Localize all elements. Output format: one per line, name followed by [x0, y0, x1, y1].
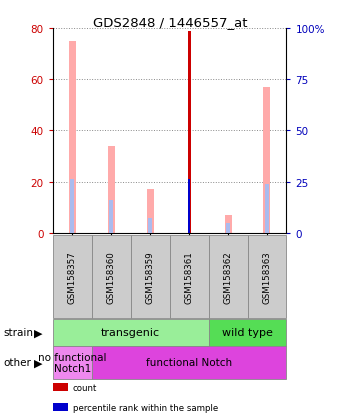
- Bar: [188, 31, 191, 233]
- Text: count: count: [73, 383, 97, 392]
- Bar: [170, 235, 209, 318]
- Text: GSM158362: GSM158362: [224, 250, 233, 303]
- Bar: [70, 180, 74, 233]
- Bar: [92, 347, 286, 379]
- Bar: [108, 147, 115, 233]
- Text: ▶: ▶: [34, 328, 43, 338]
- Text: GSM158361: GSM158361: [184, 250, 194, 303]
- Bar: [53, 320, 209, 346]
- Bar: [131, 235, 170, 318]
- Bar: [53, 235, 92, 318]
- Text: no functional
Notch1: no functional Notch1: [38, 352, 107, 373]
- Bar: [69, 42, 76, 233]
- Text: functional Notch: functional Notch: [146, 358, 232, 368]
- Text: transgenic: transgenic: [101, 328, 160, 338]
- Bar: [209, 235, 248, 318]
- Bar: [265, 185, 269, 233]
- Bar: [92, 235, 131, 318]
- Bar: [147, 190, 154, 233]
- Text: GSM158359: GSM158359: [146, 250, 155, 303]
- Text: strain: strain: [3, 328, 33, 338]
- Bar: [264, 88, 270, 233]
- Bar: [224, 216, 232, 233]
- Bar: [53, 347, 92, 379]
- Text: ▶: ▶: [34, 358, 43, 368]
- Bar: [188, 180, 190, 233]
- Text: GDS2848 / 1446557_at: GDS2848 / 1446557_at: [93, 16, 248, 28]
- Bar: [248, 235, 286, 318]
- Bar: [109, 200, 113, 233]
- Text: GSM158357: GSM158357: [68, 250, 77, 303]
- Text: GSM158360: GSM158360: [107, 250, 116, 303]
- Bar: [148, 218, 152, 233]
- Text: other: other: [3, 358, 31, 368]
- Text: percentile rank within the sample: percentile rank within the sample: [73, 403, 218, 412]
- Bar: [209, 320, 286, 346]
- Text: GSM158363: GSM158363: [263, 250, 271, 303]
- Bar: [226, 223, 230, 233]
- Text: wild type: wild type: [222, 328, 273, 338]
